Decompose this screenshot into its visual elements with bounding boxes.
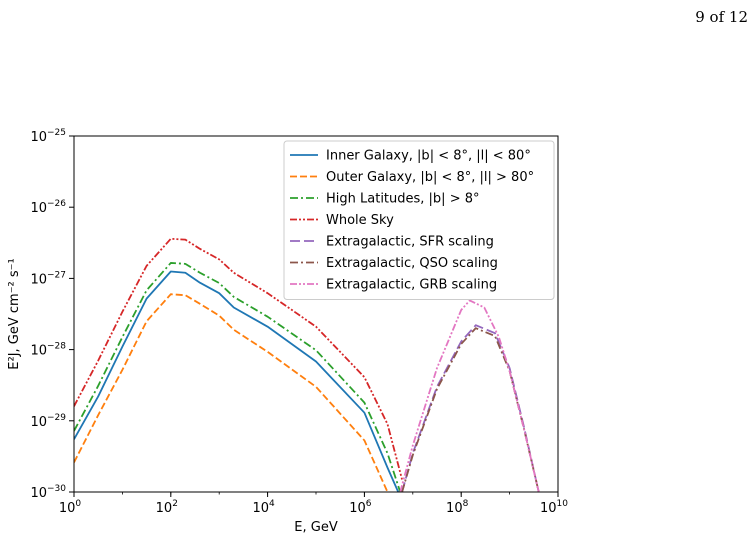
- legend-label-5: Extragalactic, SFR scaling: [326, 235, 494, 250]
- legend: Inner Galaxy, |b| < 8°, |l| < 80° Outer G…: [283, 140, 555, 300]
- legend-label-1: Inner Galaxy, |b| < 8°, |l| < 80°: [326, 149, 531, 164]
- series-line-6: [401, 327, 540, 492]
- plot-area: [73, 135, 559, 493]
- series-line-1: [74, 270, 400, 492]
- legend-label-2: Outer Galaxy, |b| < 8°, |l| > 80°: [326, 170, 534, 185]
- y-tick-label: 10−26: [30, 199, 66, 216]
- y-tick-label: 10−30: [30, 484, 66, 501]
- y-tick-label: 10−25: [30, 128, 66, 145]
- y-tick-label: 10−29: [30, 413, 66, 430]
- legend-box: [283, 140, 555, 300]
- y-axis-label: E²J, GeV cm⁻² s⁻¹: [7, 258, 22, 369]
- page-number: 9 of 12: [695, 8, 748, 26]
- legend-label-7: Extragalactic, GRB scaling: [326, 278, 497, 293]
- y-tick-label: 10−27: [30, 270, 66, 287]
- x-tick-label: 104: [252, 499, 275, 516]
- legend-label-6: Extragalactic, QSO scaling: [326, 256, 498, 271]
- x-tick-label: 100: [59, 499, 82, 516]
- x-tick-label: 1010: [540, 499, 568, 516]
- x-tick-label: 106: [349, 499, 372, 516]
- y-tick-label: 10−28: [30, 342, 66, 359]
- series-line-2: [74, 293, 389, 492]
- series-line-7: [399, 299, 540, 492]
- x-tick-label: 108: [446, 499, 469, 516]
- x-axis-label: E, GeV: [294, 520, 338, 535]
- x-tick-label: 102: [156, 499, 178, 516]
- series-line-3: [74, 262, 402, 492]
- legend-label-4: Whole Sky: [326, 213, 394, 228]
- axis-ticks: 100 102 104 106 108 1010 10−30 10−29 10−28 10−27 1…: [30, 128, 568, 516]
- legend-label-3: High Latitudes, |b| > 8°: [326, 192, 480, 207]
